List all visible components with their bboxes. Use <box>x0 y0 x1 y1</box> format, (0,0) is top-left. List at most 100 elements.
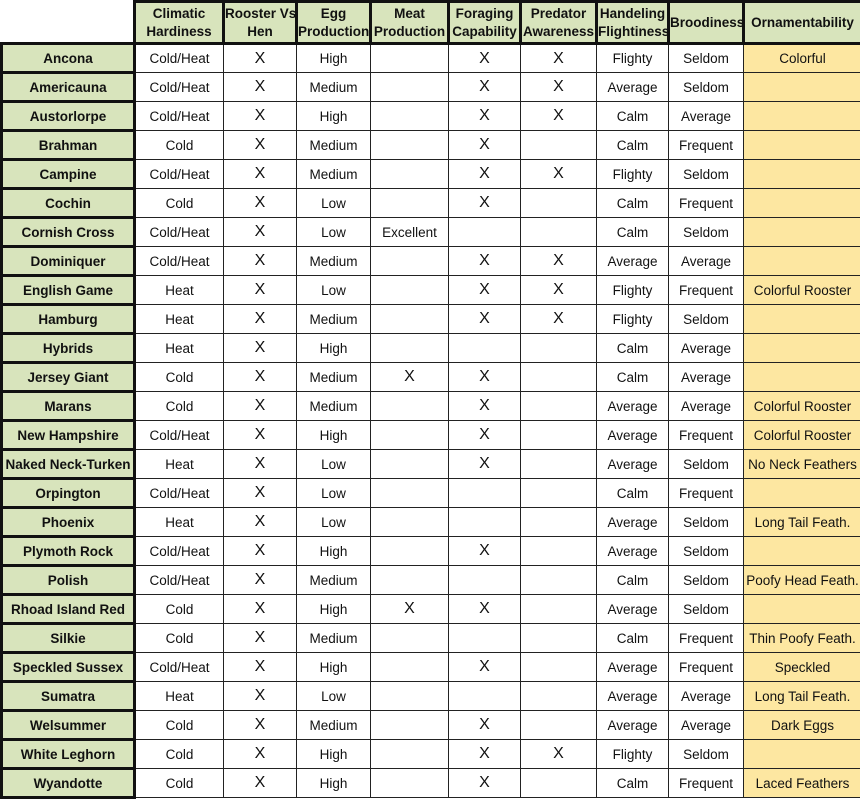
predator-awareness-cell[interactable]: X <box>521 305 597 334</box>
predator-awareness-cell[interactable] <box>521 508 597 537</box>
egg-production-cell[interactable]: High <box>297 740 371 769</box>
climatic-hardiness-cell[interactable]: Cold <box>135 392 224 421</box>
column-header-rooster-vs-hen[interactable]: Rooster Vs.Hen <box>224 2 297 44</box>
broodiness-cell[interactable]: Frequent <box>669 624 744 653</box>
climatic-hardiness-cell[interactable]: Cold/Heat <box>135 160 224 189</box>
egg-production-cell[interactable]: Medium <box>297 305 371 334</box>
breed-name-cell[interactable]: Americauna <box>2 73 135 102</box>
predator-awareness-cell[interactable]: X <box>521 44 597 73</box>
breed-name-cell[interactable]: Naked Neck-Turken <box>2 450 135 479</box>
breed-name-cell[interactable]: Ancona <box>2 44 135 73</box>
egg-production-cell[interactable]: Medium <box>297 392 371 421</box>
meat-production-cell[interactable] <box>371 247 449 276</box>
predator-awareness-cell[interactable] <box>521 189 597 218</box>
ornamentability-cell[interactable] <box>744 189 860 218</box>
handeling-flightiness-cell[interactable]: Average <box>597 711 669 740</box>
corner-cell[interactable] <box>2 2 135 44</box>
climatic-hardiness-cell[interactable]: Heat <box>135 305 224 334</box>
egg-production-cell[interactable]: Low <box>297 276 371 305</box>
rooster-vs-hen-cell[interactable]: X <box>224 479 297 508</box>
rooster-vs-hen-cell[interactable]: X <box>224 740 297 769</box>
predator-awareness-cell[interactable]: X <box>521 160 597 189</box>
handeling-flightiness-cell[interactable]: Calm <box>597 769 669 798</box>
climatic-hardiness-cell[interactable]: Cold <box>135 769 224 798</box>
handeling-flightiness-cell[interactable]: Average <box>597 653 669 682</box>
climatic-hardiness-cell[interactable]: Cold <box>135 595 224 624</box>
rooster-vs-hen-cell[interactable]: X <box>224 769 297 798</box>
foraging-capability-cell[interactable]: X <box>449 189 521 218</box>
foraging-capability-cell[interactable]: X <box>449 247 521 276</box>
broodiness-cell[interactable]: Seldom <box>669 305 744 334</box>
climatic-hardiness-cell[interactable]: Cold/Heat <box>135 421 224 450</box>
broodiness-cell[interactable]: Frequent <box>669 189 744 218</box>
climatic-hardiness-cell[interactable]: Heat <box>135 508 224 537</box>
rooster-vs-hen-cell[interactable]: X <box>224 508 297 537</box>
meat-production-cell[interactable] <box>371 769 449 798</box>
breed-name-cell[interactable]: Jersey Giant <box>2 363 135 392</box>
climatic-hardiness-cell[interactable]: Cold <box>135 189 224 218</box>
rooster-vs-hen-cell[interactable]: X <box>224 189 297 218</box>
egg-production-cell[interactable]: Medium <box>297 363 371 392</box>
foraging-capability-cell[interactable] <box>449 566 521 595</box>
predator-awareness-cell[interactable]: X <box>521 247 597 276</box>
egg-production-cell[interactable]: High <box>297 653 371 682</box>
breed-name-cell[interactable]: Cornish Cross <box>2 218 135 247</box>
predator-awareness-cell[interactable] <box>521 334 597 363</box>
ornamentability-cell[interactable] <box>744 537 860 566</box>
rooster-vs-hen-cell[interactable]: X <box>224 276 297 305</box>
meat-production-cell[interactable] <box>371 537 449 566</box>
handeling-flightiness-cell[interactable]: Calm <box>597 218 669 247</box>
broodiness-cell[interactable]: Average <box>669 334 744 363</box>
foraging-capability-cell[interactable]: X <box>449 595 521 624</box>
meat-production-cell[interactable] <box>371 653 449 682</box>
breed-name-cell[interactable]: English Game <box>2 276 135 305</box>
climatic-hardiness-cell[interactable]: Cold/Heat <box>135 566 224 595</box>
climatic-hardiness-cell[interactable]: Cold/Heat <box>135 247 224 276</box>
foraging-capability-cell[interactable]: X <box>449 363 521 392</box>
egg-production-cell[interactable]: Medium <box>297 73 371 102</box>
broodiness-cell[interactable]: Seldom <box>669 73 744 102</box>
handeling-flightiness-cell[interactable]: Calm <box>597 566 669 595</box>
predator-awareness-cell[interactable] <box>521 624 597 653</box>
broodiness-cell[interactable]: Seldom <box>669 218 744 247</box>
ornamentability-cell[interactable]: No Neck Feathers <box>744 450 860 479</box>
predator-awareness-cell[interactable] <box>521 131 597 160</box>
climatic-hardiness-cell[interactable]: Heat <box>135 450 224 479</box>
ornamentability-cell[interactable] <box>744 740 860 769</box>
breed-name-cell[interactable]: Brahman <box>2 131 135 160</box>
predator-awareness-cell[interactable]: X <box>521 73 597 102</box>
meat-production-cell[interactable] <box>371 508 449 537</box>
egg-production-cell[interactable]: High <box>297 102 371 131</box>
climatic-hardiness-cell[interactable]: Cold/Heat <box>135 218 224 247</box>
foraging-capability-cell[interactable]: X <box>449 740 521 769</box>
meat-production-cell[interactable] <box>371 131 449 160</box>
climatic-hardiness-cell[interactable]: Heat <box>135 682 224 711</box>
handeling-flightiness-cell[interactable]: Average <box>597 595 669 624</box>
egg-production-cell[interactable]: Low <box>297 189 371 218</box>
foraging-capability-cell[interactable] <box>449 479 521 508</box>
ornamentability-cell[interactable]: Long Tail Feath. <box>744 682 860 711</box>
ornamentability-cell[interactable] <box>744 334 860 363</box>
predator-awareness-cell[interactable] <box>521 392 597 421</box>
foraging-capability-cell[interactable]: X <box>449 711 521 740</box>
broodiness-cell[interactable]: Average <box>669 363 744 392</box>
predator-awareness-cell[interactable] <box>521 653 597 682</box>
rooster-vs-hen-cell[interactable]: X <box>224 421 297 450</box>
rooster-vs-hen-cell[interactable]: X <box>224 247 297 276</box>
foraging-capability-cell[interactable]: X <box>449 421 521 450</box>
climatic-hardiness-cell[interactable]: Cold/Heat <box>135 44 224 73</box>
meat-production-cell[interactable] <box>371 44 449 73</box>
handeling-flightiness-cell[interactable]: Flighty <box>597 44 669 73</box>
handeling-flightiness-cell[interactable]: Average <box>597 537 669 566</box>
egg-production-cell[interactable]: Low <box>297 479 371 508</box>
handeling-flightiness-cell[interactable]: Calm <box>597 334 669 363</box>
rooster-vs-hen-cell[interactable]: X <box>224 160 297 189</box>
ornamentability-cell[interactable]: Dark Eggs <box>744 711 860 740</box>
egg-production-cell[interactable]: Medium <box>297 624 371 653</box>
meat-production-cell[interactable]: X <box>371 595 449 624</box>
handeling-flightiness-cell[interactable]: Average <box>597 682 669 711</box>
ornamentability-cell[interactable] <box>744 102 860 131</box>
climatic-hardiness-cell[interactable]: Cold <box>135 740 224 769</box>
